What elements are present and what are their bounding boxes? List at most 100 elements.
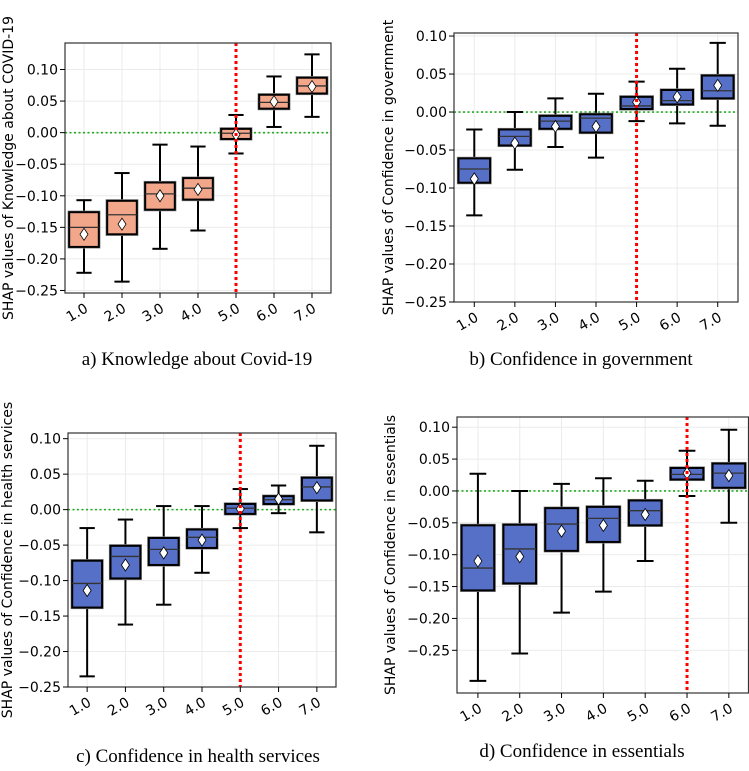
- y-tick-label: −0.25: [18, 680, 61, 696]
- y-tick-label: −0.25: [404, 295, 447, 311]
- box-6.0: [659, 67, 695, 125]
- mean-marker: [307, 79, 317, 94]
- y-tick-label: −0.10: [407, 548, 450, 564]
- x-tick-label: 6.0: [258, 695, 285, 720]
- box-3.0: [143, 143, 177, 250]
- box-2.0: [497, 111, 533, 171]
- y-tick-label: −0.25: [407, 643, 450, 659]
- y-tick-label: 0.00: [416, 105, 447, 121]
- box-7.0: [295, 53, 329, 118]
- chart-panel-confidence-government: 0.10 0.05 0.00 −0.05 −0.10 −0.15 −0.20 −0.25 1.0…: [381, 19, 739, 370]
- x-tick-label: 4.0: [182, 695, 209, 720]
- box-4.0: [578, 92, 614, 159]
- x-tick-label: 1.0: [64, 301, 91, 326]
- mean-marker: [598, 518, 608, 533]
- mean-marker: [79, 227, 89, 242]
- y-tick-label: 0.10: [416, 29, 447, 45]
- y-tick-label: 0.05: [419, 452, 450, 468]
- mean-marker: [591, 119, 601, 134]
- y-tick-label: −0.15: [404, 219, 447, 235]
- panel-caption: b) Confidence in government: [469, 349, 693, 370]
- mean-marker: [159, 546, 169, 560]
- mean-marker: [632, 95, 642, 109]
- y-tick-label: 0.00: [27, 126, 58, 142]
- box-6.0: [257, 75, 291, 128]
- mean-marker: [117, 217, 127, 231]
- box-3.0: [538, 97, 573, 148]
- y-tick-label: −0.10: [404, 181, 447, 197]
- y-tick-label: 0.10: [30, 432, 61, 448]
- box-2.0: [501, 489, 538, 655]
- x-tick-label: 6.0: [667, 701, 694, 726]
- box-2.0: [108, 518, 142, 626]
- y-tick-label: −0.15: [407, 580, 450, 596]
- mean-marker: [197, 533, 207, 547]
- x-tick-label: 3.0: [143, 695, 170, 720]
- box-4.0: [585, 477, 622, 593]
- box-1.0: [67, 199, 101, 274]
- mean-marker: [155, 189, 165, 203]
- x-tick-label: 2.0: [105, 695, 132, 720]
- y-axis-label: SHAP values of Confidence in government: [381, 19, 397, 315]
- mean-marker: [269, 94, 279, 109]
- box-iqr: [544, 507, 579, 552]
- x-tick-label: 4.0: [576, 310, 603, 335]
- box-7.0: [700, 41, 736, 127]
- x-tick-label: 5.0: [616, 310, 643, 335]
- y-tick-label: 0.05: [27, 94, 58, 110]
- mean-marker: [274, 492, 284, 506]
- box-1.0: [70, 527, 104, 678]
- y-axis-label: SHAP values of Confidence in health serv…: [0, 402, 16, 718]
- mean-marker: [469, 172, 479, 186]
- y-tick-label: −0.20: [18, 645, 61, 661]
- mean-marker: [235, 502, 245, 516]
- mean-marker: [550, 119, 560, 134]
- x-tick-label: 6.0: [254, 301, 281, 326]
- panel-caption: c) Confidence in health services: [76, 746, 320, 767]
- y-tick-label: −0.20: [404, 257, 447, 273]
- box-5.0: [619, 80, 654, 123]
- y-tick-label: 0.00: [30, 503, 61, 519]
- x-tick-label: 2.0: [499, 701, 526, 726]
- y-axis-label: SHAP values of Knowledge about COVID-19: [1, 16, 17, 320]
- mean-marker: [473, 554, 483, 568]
- y-tick-label: 0.10: [27, 63, 58, 79]
- mean-marker: [193, 182, 203, 197]
- x-tick-label: 2.0: [102, 301, 129, 326]
- y-tick-label: −0.25: [15, 283, 58, 299]
- x-tick-label: 2.0: [495, 310, 522, 335]
- y-tick-label: −0.15: [18, 609, 61, 625]
- x-tick-label: 6.0: [657, 310, 684, 335]
- y-tick-label: 0.05: [416, 67, 447, 83]
- x-tick-label: 4.0: [583, 701, 610, 726]
- x-tick-label: 3.0: [140, 301, 167, 326]
- box-5.0: [627, 479, 664, 563]
- box-2.0: [105, 172, 139, 283]
- mean-marker: [120, 558, 130, 572]
- mean-marker: [672, 90, 682, 104]
- box-4.0: [181, 145, 215, 232]
- mean-marker: [82, 583, 92, 598]
- y-tick-label: −0.20: [407, 611, 450, 627]
- y-tick-label: −0.15: [15, 220, 58, 236]
- chart-panel-knowledge-covid: 0.10 0.05 0.00 −0.05 −0.10 −0.15 −0.20 −0.25 1.0…: [1, 16, 332, 370]
- y-tick-label: 0.05: [30, 467, 61, 483]
- panel-caption: a) Knowledge about Covid-19: [82, 349, 313, 370]
- panel-caption: d) Confidence in essentials: [479, 741, 684, 762]
- mean-marker: [724, 468, 734, 483]
- x-tick-label: 7.0: [697, 310, 724, 335]
- box-6.0: [262, 484, 296, 515]
- x-tick-label: 5.0: [220, 695, 247, 720]
- y-tick-label: 0.10: [419, 420, 450, 436]
- box-1.0: [460, 472, 496, 682]
- mean-marker: [557, 524, 567, 538]
- x-tick-label: 1.0: [458, 701, 485, 726]
- y-axis-label: SHAP values of Confidence in essentials: [383, 415, 399, 695]
- x-tick-label: 4.0: [178, 301, 205, 326]
- y-tick-label: −0.05: [404, 143, 447, 159]
- box-7.0: [710, 428, 747, 524]
- mean-marker: [515, 549, 525, 564]
- y-tick-label: 0.00: [419, 484, 450, 500]
- x-tick-label: 1.0: [67, 695, 94, 720]
